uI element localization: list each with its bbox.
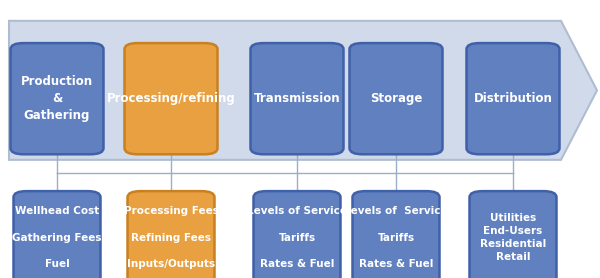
Text: Levels of  Service

Tariffs

Rates & Fuel: Levels of Service Tariffs Rates & Fuel	[344, 206, 448, 269]
FancyBboxPatch shape	[470, 191, 557, 278]
FancyBboxPatch shape	[127, 191, 214, 278]
Text: Storage: Storage	[370, 92, 422, 105]
FancyBboxPatch shape	[251, 43, 343, 154]
Text: Levels of Service

Tariffs

Rates & Fuel: Levels of Service Tariffs Rates & Fuel	[247, 206, 347, 269]
Text: Distribution: Distribution	[473, 92, 553, 105]
Text: Processing Fees

Refining Fees

Inputs/Outputs: Processing Fees Refining Fees Inputs/Out…	[124, 206, 218, 269]
FancyBboxPatch shape	[349, 43, 443, 154]
Text: Processing/refining: Processing/refining	[107, 92, 235, 105]
FancyBboxPatch shape	[254, 191, 341, 278]
FancyBboxPatch shape	[14, 191, 100, 278]
FancyBboxPatch shape	[124, 43, 217, 154]
FancyBboxPatch shape	[11, 43, 103, 154]
FancyBboxPatch shape	[467, 43, 560, 154]
Polygon shape	[9, 21, 597, 160]
Text: Production
&
Gathering: Production & Gathering	[21, 75, 93, 122]
FancyBboxPatch shape	[353, 191, 439, 278]
Text: Transmission: Transmission	[254, 92, 340, 105]
Text: Wellhead Cost

Gathering Fees

Fuel: Wellhead Cost Gathering Fees Fuel	[12, 206, 102, 269]
Text: Utilities
End-Users
Residential
Retail: Utilities End-Users Residential Retail	[480, 213, 546, 262]
